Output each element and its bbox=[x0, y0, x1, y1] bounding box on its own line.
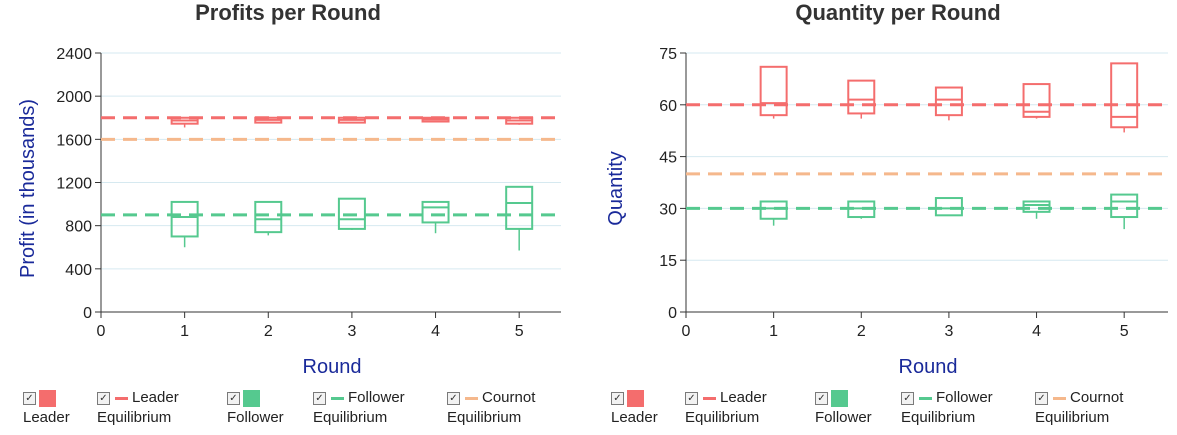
legend-label-line2: Equilibrium bbox=[901, 409, 976, 426]
x-axis-label: Round bbox=[899, 356, 958, 378]
follower-box bbox=[254, 200, 283, 234]
x-tick-label: 3 bbox=[347, 323, 356, 340]
y-tick-label: 2400 bbox=[56, 46, 92, 63]
follower-box bbox=[505, 185, 534, 230]
legend-label: Follower bbox=[227, 409, 284, 426]
legend-color-swatch bbox=[39, 389, 56, 407]
legend-item-leader[interactable]: ✓ Leader bbox=[611, 388, 658, 428]
x-tick-label: 4 bbox=[1032, 323, 1041, 340]
y-tick-label: 15 bbox=[659, 253, 677, 270]
x-tick-label: 0 bbox=[682, 323, 691, 340]
y-tick-label: 60 bbox=[659, 98, 677, 115]
legend-item-follower-equilibrium[interactable]: ✓ Follower Equilibrium bbox=[313, 388, 405, 428]
y-tick-label: 1200 bbox=[56, 176, 92, 193]
x-axis-label: Round bbox=[303, 356, 362, 378]
legend-label-line2: Equilibrium bbox=[1035, 409, 1110, 426]
legend-line-swatch bbox=[115, 396, 128, 400]
legend-color-swatch bbox=[243, 389, 260, 407]
legend-label: Cournot bbox=[482, 389, 536, 406]
y-axis-label: Quantity bbox=[605, 151, 627, 225]
leader-box bbox=[759, 65, 788, 117]
legend-checkbox[interactable]: ✓ bbox=[901, 391, 914, 405]
legend-checkbox[interactable]: ✓ bbox=[815, 391, 828, 405]
chart-title: Profits per Round bbox=[195, 0, 381, 25]
y-tick-label: 400 bbox=[65, 262, 92, 279]
legend-item-leader[interactable]: ✓ Leader bbox=[23, 388, 70, 428]
follower-box bbox=[1110, 193, 1139, 219]
follower-box bbox=[421, 200, 450, 224]
legend-item-cournot-equilibrium[interactable]: ✓ Cournot Equilibrium bbox=[447, 388, 535, 428]
x-tick-label: 3 bbox=[944, 323, 953, 340]
legend-label-line2: Equilibrium bbox=[685, 409, 760, 426]
legend-checkbox[interactable]: ✓ bbox=[227, 391, 240, 405]
legend-label: Leader bbox=[132, 389, 179, 406]
legend-label: Follower bbox=[815, 409, 872, 426]
legend-checkbox[interactable]: ✓ bbox=[1035, 391, 1048, 405]
legend-label: Leader bbox=[611, 409, 658, 426]
chart-title: Quantity per Round bbox=[795, 0, 1000, 25]
x-tick-label: 1 bbox=[180, 323, 189, 340]
legend-checkbox[interactable]: ✓ bbox=[447, 391, 460, 405]
leader-box bbox=[1022, 83, 1051, 118]
follower-box bbox=[1022, 200, 1051, 213]
leader-box bbox=[847, 79, 876, 115]
profits-legend: ✓ Leader ✓ Leader Equilibrium ✓ Follower ✓ Follo… bbox=[0, 388, 588, 435]
legend-item-leader-equilibrium[interactable]: ✓ Leader Equilibrium bbox=[97, 388, 179, 428]
y-tick-label: 0 bbox=[83, 305, 92, 322]
legend-label-line2: Equilibrium bbox=[313, 409, 388, 426]
quantity-legend: ✓ Leader ✓ Leader Equilibrium ✓ Follower ✓ Follo… bbox=[588, 388, 1176, 435]
legend-item-cournot-equilibrium[interactable]: ✓ Cournot Equilibrium bbox=[1035, 388, 1123, 428]
y-tick-label: 75 bbox=[659, 46, 677, 63]
follower-box bbox=[759, 200, 788, 220]
y-tick-label: 2000 bbox=[56, 89, 92, 106]
y-tick-label: 30 bbox=[659, 201, 677, 218]
legend-checkbox[interactable]: ✓ bbox=[23, 391, 36, 405]
x-tick-label: 2 bbox=[264, 323, 273, 340]
legend-line-swatch bbox=[465, 396, 478, 400]
x-tick-label: 1 bbox=[769, 323, 778, 340]
leader-box bbox=[934, 86, 963, 117]
x-tick-label: 5 bbox=[515, 323, 524, 340]
follower-box bbox=[337, 197, 366, 230]
y-tick-label: 1600 bbox=[56, 132, 92, 149]
legend-color-swatch bbox=[831, 389, 848, 407]
legend-line-swatch bbox=[919, 396, 932, 400]
quantity-chart-panel: Quantity per Round 0 15 30 45 60 75 0 1 2 3 4 5 Round… bbox=[588, 0, 1176, 435]
legend-label: Follower bbox=[936, 389, 993, 406]
legend-item-leader-equilibrium[interactable]: ✓ Leader Equilibrium bbox=[685, 388, 767, 428]
legend-color-swatch bbox=[627, 389, 644, 407]
follower-box bbox=[934, 197, 963, 217]
legend-line-swatch bbox=[331, 396, 344, 400]
legend-label-line2: Equilibrium bbox=[97, 409, 172, 426]
x-tick-label: 4 bbox=[431, 323, 440, 340]
legend-checkbox[interactable]: ✓ bbox=[685, 391, 698, 405]
legend-label-line2: Equilibrium bbox=[447, 409, 522, 426]
profits-chart-panel: Profits per Round 0 400 800 1200 1600 2000 2400… bbox=[0, 0, 588, 435]
legend-label: Leader bbox=[720, 389, 767, 406]
legend-item-follower[interactable]: ✓ Follower bbox=[815, 388, 872, 428]
legend-label: Follower bbox=[348, 389, 405, 406]
legend-label: Leader bbox=[23, 409, 70, 426]
legend-line-swatch bbox=[703, 396, 716, 400]
legend-line-swatch bbox=[1053, 396, 1066, 400]
y-tick-label: 800 bbox=[65, 219, 92, 236]
x-tick-label: 0 bbox=[97, 323, 106, 340]
profits-chart: Profits per Round 0 400 800 1200 1600 2000 2400… bbox=[17, 0, 561, 378]
legend-checkbox[interactable]: ✓ bbox=[313, 391, 326, 405]
legend-checkbox[interactable]: ✓ bbox=[611, 391, 624, 405]
y-axis-label: Profit (in thousands) bbox=[17, 99, 39, 278]
y-tick-label: 0 bbox=[668, 305, 677, 322]
legend-item-follower-equilibrium[interactable]: ✓ Follower Equilibrium bbox=[901, 388, 993, 428]
x-tick-label: 2 bbox=[857, 323, 866, 340]
legend-label: Cournot bbox=[1070, 389, 1124, 406]
y-tick-label: 45 bbox=[659, 150, 677, 167]
x-tick-label: 5 bbox=[1120, 323, 1129, 340]
legend-checkbox[interactable]: ✓ bbox=[97, 391, 110, 405]
follower-box bbox=[170, 200, 199, 238]
legend-item-follower[interactable]: ✓ Follower bbox=[227, 388, 284, 428]
leader-box bbox=[1110, 62, 1139, 129]
